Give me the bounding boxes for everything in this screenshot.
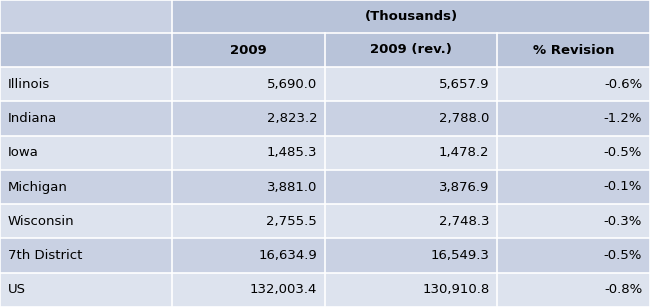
Text: 2009: 2009 <box>230 44 267 56</box>
Bar <box>172 67 325 101</box>
Text: -0.3%: -0.3% <box>604 215 642 228</box>
Bar <box>497 239 650 273</box>
Text: 1,478.2: 1,478.2 <box>439 146 489 159</box>
Text: -1.2%: -1.2% <box>604 112 642 125</box>
Bar <box>172 101 325 136</box>
Bar <box>325 273 497 307</box>
Text: 2009 (rev.): 2009 (rev.) <box>370 44 452 56</box>
Bar <box>172 0 650 33</box>
Bar <box>172 204 325 239</box>
Text: Iowa: Iowa <box>8 146 39 159</box>
Text: 130,910.8: 130,910.8 <box>422 283 489 296</box>
Bar <box>0 101 172 136</box>
Text: -0.5%: -0.5% <box>604 146 642 159</box>
Bar <box>325 136 497 170</box>
Bar <box>0 136 172 170</box>
Text: 5,690.0: 5,690.0 <box>267 78 317 91</box>
Bar <box>325 67 497 101</box>
Bar <box>325 101 497 136</box>
Bar <box>172 33 325 67</box>
Bar <box>497 101 650 136</box>
Bar <box>325 33 497 67</box>
Text: US: US <box>8 283 26 296</box>
Bar <box>0 204 172 239</box>
Text: 2,755.5: 2,755.5 <box>266 215 317 228</box>
Text: 16,549.3: 16,549.3 <box>430 249 489 262</box>
Bar <box>325 204 497 239</box>
Text: 132,003.4: 132,003.4 <box>250 283 317 296</box>
Text: Illinois: Illinois <box>8 78 50 91</box>
Bar <box>172 170 325 204</box>
Text: Michigan: Michigan <box>8 181 68 193</box>
Bar <box>497 33 650 67</box>
Text: 2,788.0: 2,788.0 <box>439 112 489 125</box>
Bar <box>497 136 650 170</box>
Text: 3,876.9: 3,876.9 <box>439 181 489 193</box>
Text: -0.8%: -0.8% <box>604 283 642 296</box>
Bar <box>0 67 172 101</box>
Bar <box>172 239 325 273</box>
Text: 3,881.0: 3,881.0 <box>266 181 317 193</box>
Text: % Revision: % Revision <box>533 44 614 56</box>
Text: 2,823.2: 2,823.2 <box>266 112 317 125</box>
Text: Wisconsin: Wisconsin <box>8 215 74 228</box>
Bar <box>325 239 497 273</box>
Text: -0.5%: -0.5% <box>604 249 642 262</box>
Bar <box>172 136 325 170</box>
Bar <box>497 204 650 239</box>
Bar <box>497 170 650 204</box>
Text: 5,657.9: 5,657.9 <box>439 78 489 91</box>
Bar <box>0 273 172 307</box>
Bar <box>497 67 650 101</box>
Text: 16,634.9: 16,634.9 <box>259 249 317 262</box>
Bar <box>0 0 172 33</box>
Bar <box>172 273 325 307</box>
Text: Indiana: Indiana <box>8 112 57 125</box>
Bar <box>0 33 172 67</box>
Bar <box>0 239 172 273</box>
Bar <box>325 170 497 204</box>
Text: 7th District: 7th District <box>8 249 82 262</box>
Text: -0.1%: -0.1% <box>604 181 642 193</box>
Bar <box>0 170 172 204</box>
Bar <box>497 273 650 307</box>
Text: (Thousands): (Thousands) <box>365 10 458 23</box>
Text: 2,748.3: 2,748.3 <box>439 215 489 228</box>
Text: -0.6%: -0.6% <box>604 78 642 91</box>
Text: 1,485.3: 1,485.3 <box>266 146 317 159</box>
